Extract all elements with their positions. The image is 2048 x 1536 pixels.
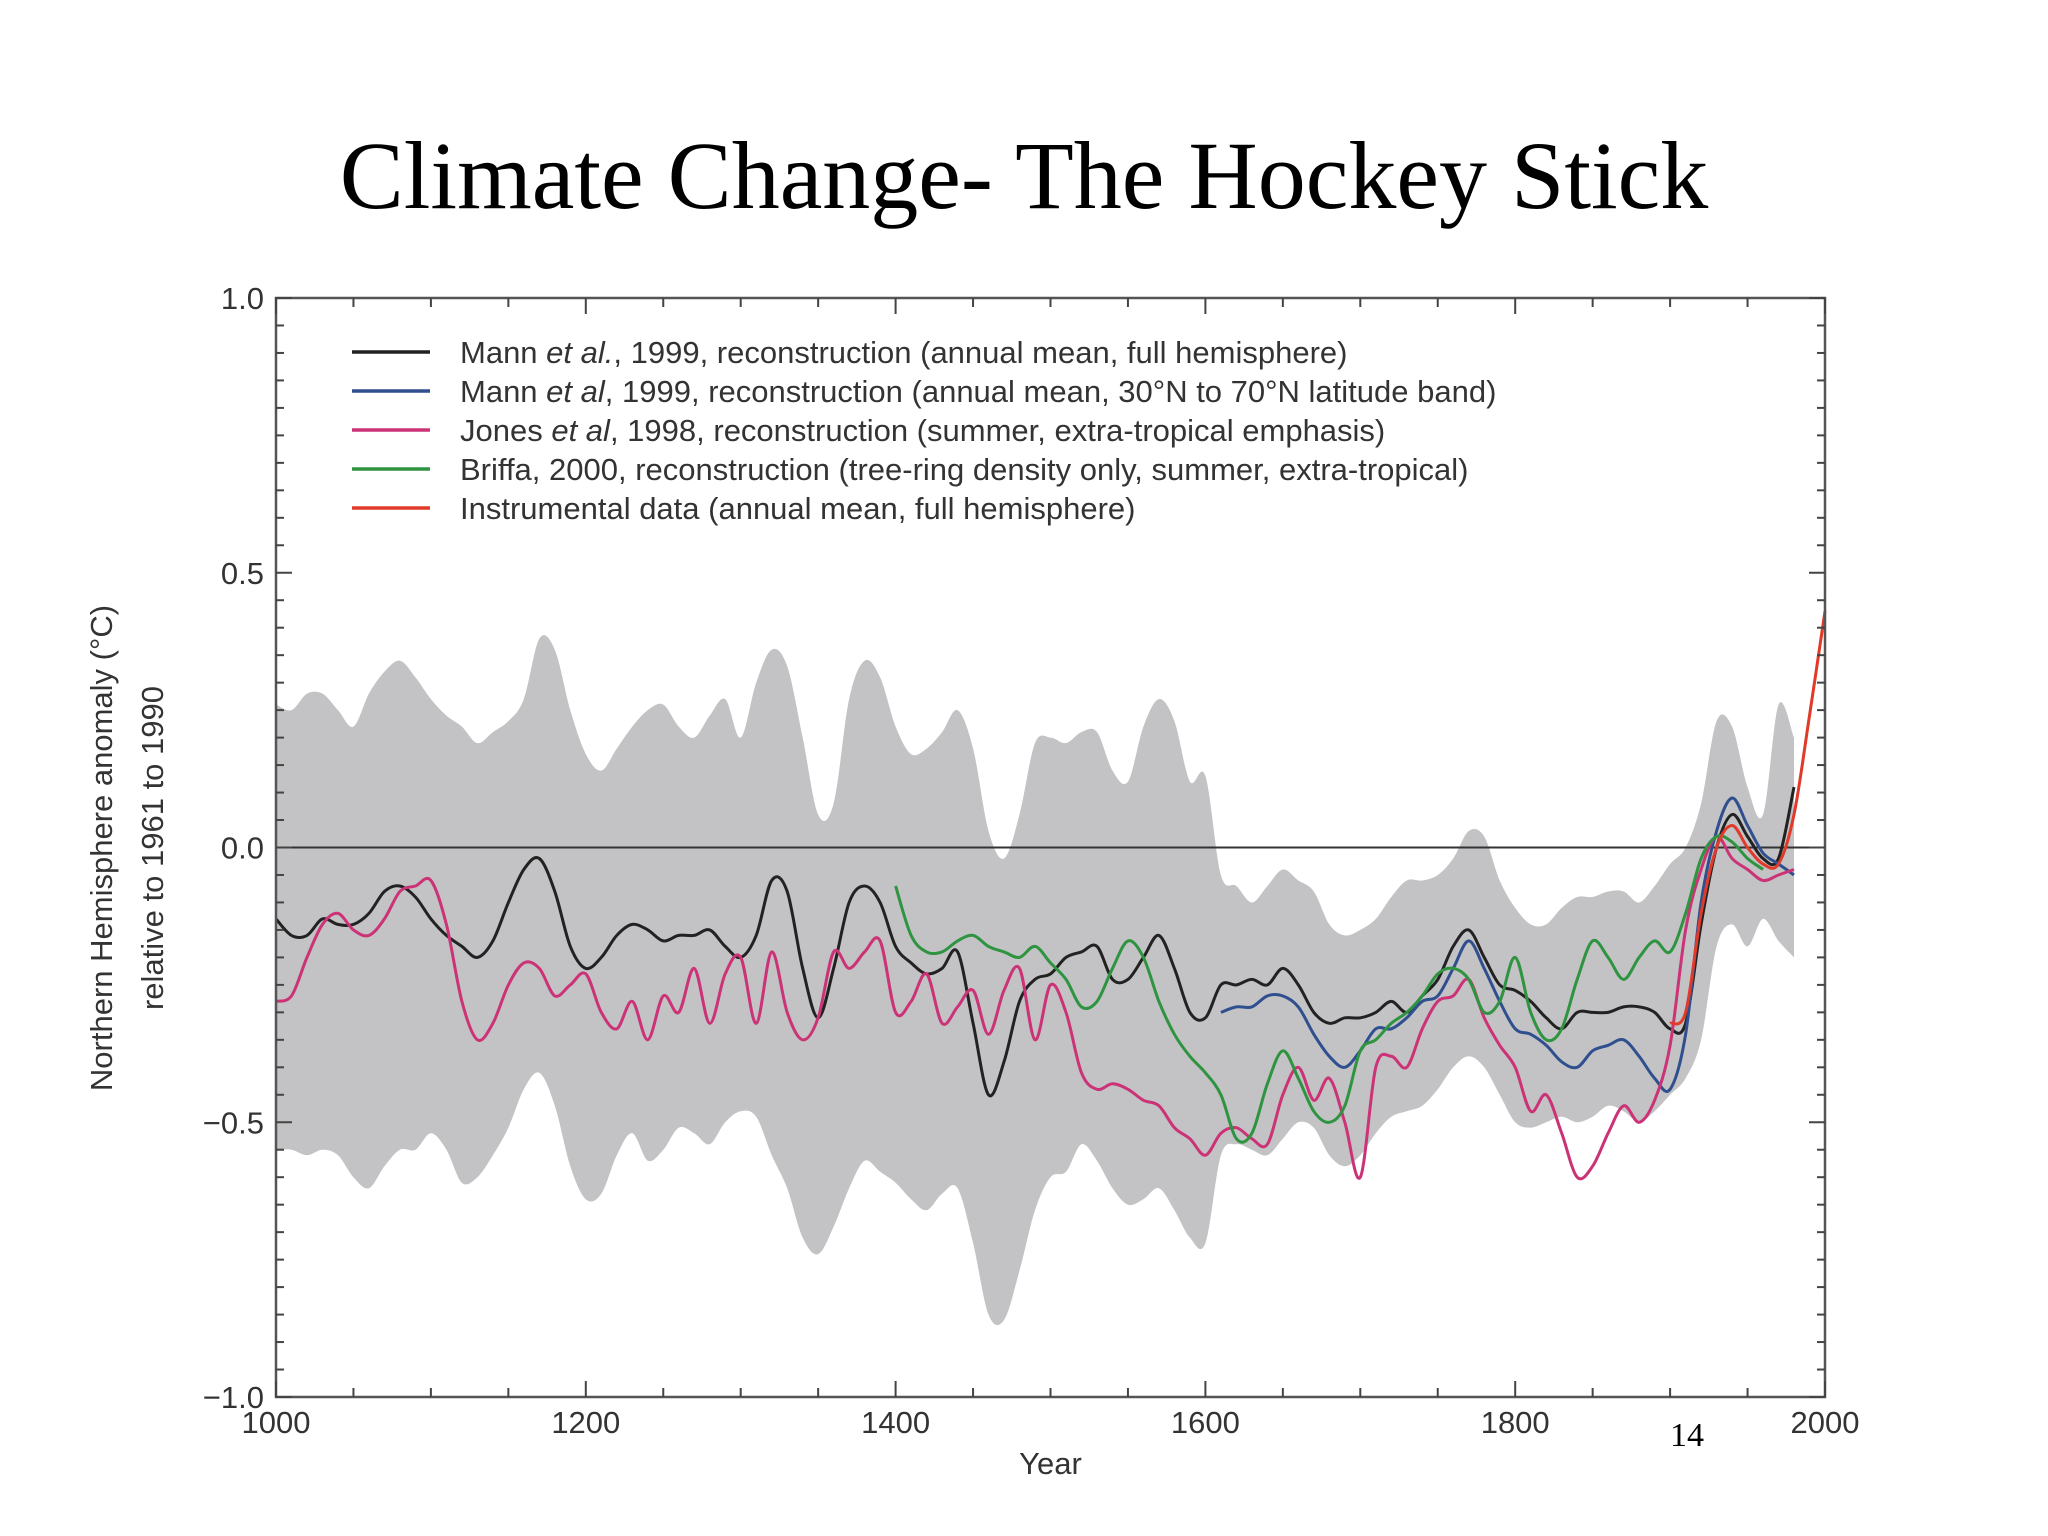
y-tick-label: −1.0	[203, 1380, 264, 1415]
y-axis-label: Northern Hemisphere anomaly (°C)	[84, 605, 119, 1091]
legend-label-jones: Jones et al, 1998, reconstruction (summe…	[460, 413, 1385, 448]
x-tick-label: 2000	[1791, 1405, 1860, 1440]
x-axis-label: Year	[1019, 1446, 1082, 1481]
series-line-mann_full	[274, 786, 1796, 1098]
series-line-briffa	[894, 834, 1764, 1144]
series-line-jones	[275, 835, 1795, 1181]
slide-page-number: 14	[1670, 1417, 1704, 1454]
y-tick-label: −0.5	[203, 1105, 264, 1140]
x-tick-label: 1000	[242, 1405, 311, 1440]
series-layer	[274, 610, 1827, 1181]
legend-label-mann_full: Mann et al., 1999, reconstruction (annua…	[460, 335, 1347, 370]
x-tick-label: 1400	[861, 1405, 930, 1440]
slide-title: Climate Change- The Hockey Stick	[339, 122, 1709, 229]
x-tick-label: 1200	[551, 1405, 620, 1440]
y-tick-label: 0.0	[221, 831, 264, 866]
x-tick-label: 1600	[1171, 1405, 1240, 1440]
series-line-mann_band	[1220, 796, 1795, 1093]
legend-label-instrumental: Instrumental data (annual mean, full hem…	[460, 491, 1135, 526]
y-axis-label-sub: relative to 1961 to 1990	[135, 686, 170, 1010]
axis-ticks-layer: 1000 1200 1400 1600 1800 2000 1.0 0.5 0.0 −0.5 −1.…	[203, 281, 1860, 1440]
legend-label-briffa: Briffa, 2000, reconstruction (tree-ring …	[460, 452, 1468, 487]
y-tick-label: 0.5	[221, 556, 264, 591]
x-tick-label: 1800	[1481, 1405, 1550, 1440]
legend: Mann et al., 1999, reconstruction (annua…	[352, 335, 1496, 526]
series-line-instrumental	[1669, 610, 1827, 1026]
legend-label-mann_band: Mann et al, 1999, reconstruction (annual…	[460, 374, 1496, 409]
y-tick-label: 1.0	[221, 281, 264, 316]
